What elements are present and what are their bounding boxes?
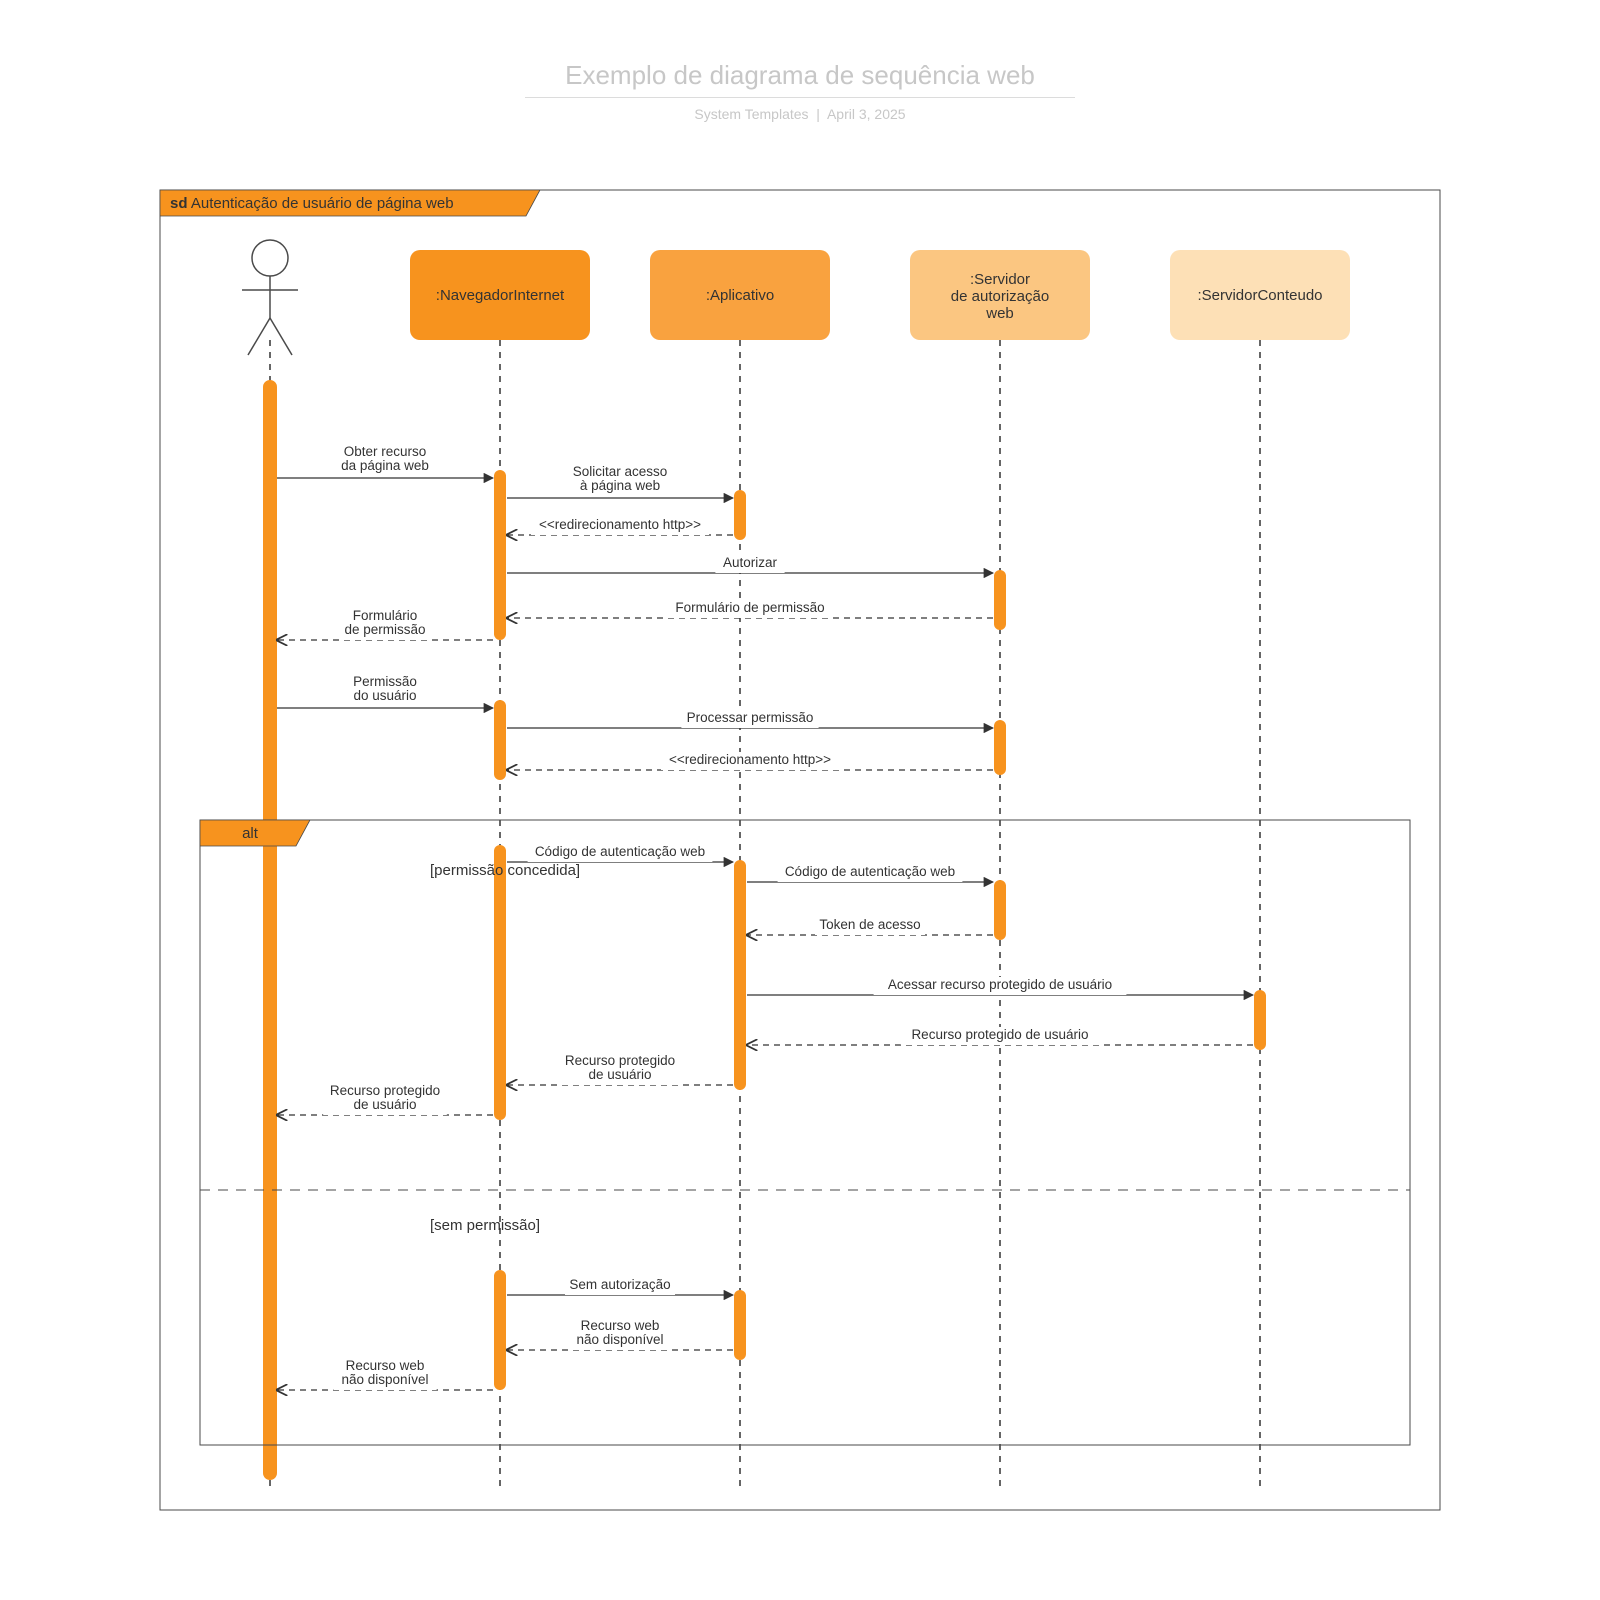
- svg-text::ServidorConteudo: :ServidorConteudo: [1197, 287, 1322, 304]
- svg-text:Processar permissão: Processar permissão: [687, 710, 814, 725]
- svg-text::NavegadorInternet: :NavegadorInternet: [436, 287, 565, 304]
- page-root: Exemplo de diagrama de sequência web Sys…: [0, 0, 1600, 1600]
- svg-text:Sem autorização: Sem autorização: [569, 1277, 670, 1292]
- svg-text:Token de acesso: Token de acesso: [819, 917, 920, 932]
- svg-text:Formulário de permissão: Formulário de permissão: [675, 600, 824, 615]
- svg-text:Permissãodo usuário: Permissãodo usuário: [353, 674, 417, 703]
- svg-text:alt: alt: [242, 825, 259, 842]
- svg-text:[sem permissão]: [sem permissão]: [430, 1217, 540, 1234]
- svg-text:Código de autenticação web: Código de autenticação web: [535, 844, 705, 859]
- svg-text:Recurso webnão disponível: Recurso webnão disponível: [341, 1358, 428, 1387]
- svg-text:Recurso protegido de usuário: Recurso protegido de usuário: [911, 1027, 1088, 1042]
- svg-text:Acessar recurso protegido de u: Acessar recurso protegido de usuário: [888, 977, 1112, 992]
- svg-text:Formuláriode permissão: Formuláriode permissão: [344, 608, 425, 637]
- sequence-diagram: sd Autenticação de usuário de página web…: [0, 0, 1600, 1600]
- svg-text::Aplicativo: :Aplicativo: [706, 287, 774, 304]
- svg-text:Código de autenticação web: Código de autenticação web: [785, 864, 955, 879]
- svg-text:sd Autenticação de usuário de: sd Autenticação de usuário de página web: [170, 195, 454, 212]
- svg-text:Solicitar acessoà página web: Solicitar acessoà página web: [573, 464, 668, 493]
- svg-text:Recurso webnão disponível: Recurso webnão disponível: [576, 1318, 663, 1347]
- svg-text:Obter recursoda página web: Obter recursoda página web: [341, 444, 429, 473]
- svg-text:<<redirecionamento http>>: <<redirecionamento http>>: [539, 517, 701, 532]
- svg-text:<<redirecionamento http>>: <<redirecionamento http>>: [669, 752, 831, 767]
- svg-text:[permissão concedida]: [permissão concedida]: [430, 862, 580, 879]
- svg-text:Autorizar: Autorizar: [723, 555, 778, 570]
